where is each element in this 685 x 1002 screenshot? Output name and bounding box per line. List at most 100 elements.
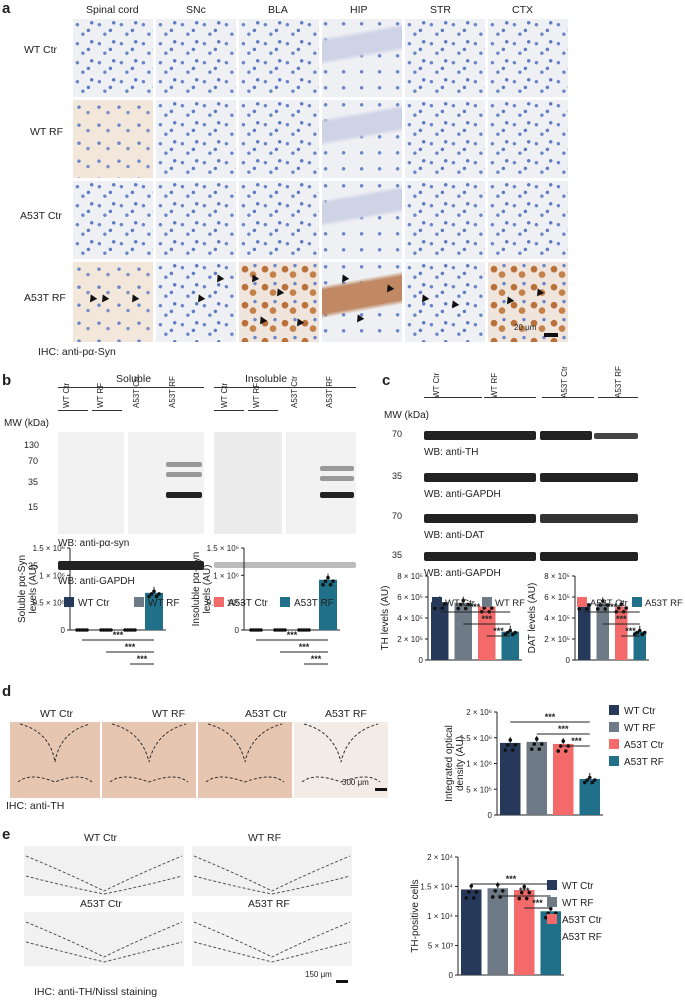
y-tick-label: 4 × 10⁵ [544, 614, 570, 623]
significance-label: *** [545, 712, 556, 722]
micrograph [321, 99, 403, 179]
y-tick-label: 0 [61, 626, 66, 635]
mw-marker: 70 [392, 511, 403, 521]
significance-label: *** [493, 626, 504, 636]
bar [500, 742, 521, 815]
y-tick-label: 8 × 10⁵ [544, 572, 570, 581]
data-point [532, 742, 537, 746]
divider [58, 387, 204, 388]
micrograph [404, 99, 486, 179]
data-point [505, 630, 510, 635]
y-axis-label: levels (AU) [28, 565, 39, 614]
data-point [128, 628, 132, 632]
legend-swatch [214, 597, 224, 607]
scale-bar [375, 788, 387, 791]
data-point [508, 628, 513, 633]
data-point [249, 628, 253, 632]
header-insoluble: Insoluble [245, 373, 288, 385]
y-tick-label: 1.5 × 10⁶ [460, 734, 492, 743]
micrograph [238, 261, 320, 343]
significance-label: *** [125, 642, 136, 652]
legend-swatch [547, 897, 557, 907]
y-axis-label: Soluble pα-Syn [17, 555, 28, 623]
significance-label: *** [137, 654, 148, 664]
wb-label: WB: anti-DAT [424, 530, 485, 541]
micrograph [155, 180, 237, 260]
wb-label: WB: anti-GAPDH [424, 489, 501, 500]
legend-swatch [134, 597, 144, 607]
data-point [616, 606, 621, 610]
data-point [603, 607, 608, 611]
legend-swatch [609, 722, 619, 732]
bar [596, 603, 609, 660]
y-tick-label: 5 × 10³ [428, 942, 453, 951]
legend-swatch [547, 914, 557, 924]
blot-band [424, 473, 536, 482]
data-point [590, 780, 595, 785]
column-label-ctx: CTX [512, 4, 533, 16]
bar [540, 911, 561, 975]
y-tick-label: 1 × 10⁴ [427, 912, 453, 921]
data-point [548, 906, 553, 911]
data-point [587, 775, 592, 780]
data-point [493, 889, 498, 893]
ihc-image [10, 722, 100, 798]
bar [633, 631, 646, 660]
blot-band [424, 431, 536, 440]
data-point [307, 628, 311, 632]
legend-label: WT Ctr [562, 881, 594, 892]
data-point [505, 743, 510, 747]
blot-band [594, 433, 638, 439]
wb-label: WB: anti-TH [424, 447, 479, 458]
data-point [442, 602, 447, 606]
significance-label: *** [311, 654, 322, 664]
scale-bar-label: 150 μm [305, 970, 332, 979]
legend-label: A53T RF [562, 932, 602, 943]
significance-label: *** [558, 724, 569, 734]
y-tick-label: 1.5 × 10⁶ [207, 544, 239, 553]
legend-swatch [609, 739, 619, 749]
micrograph [72, 18, 154, 98]
data-point [600, 599, 605, 603]
data-point [585, 778, 590, 782]
micrograph [238, 18, 320, 98]
data-point [101, 628, 106, 632]
bar [501, 631, 519, 660]
significance-label: *** [287, 630, 298, 640]
column-label-hip: HIP [350, 4, 368, 16]
data-point [130, 628, 135, 632]
blot-band [540, 473, 638, 482]
divider [424, 397, 482, 398]
data-point [522, 884, 527, 889]
data-point [77, 628, 82, 632]
legend-label: A53T Ctr [562, 915, 602, 926]
data-point [461, 598, 466, 603]
wb-label: WB: anti-GAPDH [58, 576, 135, 587]
mw-marker: 130 [24, 440, 40, 450]
nissl-image [24, 846, 184, 896]
legend-label: A53T RF [645, 598, 683, 609]
divider [598, 397, 638, 398]
data-point [85, 628, 89, 632]
data-point [640, 632, 645, 637]
significance-label: *** [506, 874, 517, 884]
data-point [469, 884, 474, 888]
mw-marker: 35 [28, 477, 39, 487]
scale-bar-label: 300 μm [342, 778, 369, 787]
data-point [432, 606, 437, 610]
data-point [595, 607, 600, 611]
data-point [283, 628, 287, 632]
bar [461, 889, 482, 975]
mw-marker: 35 [392, 550, 403, 560]
y-axis-label: levels (AU) [202, 565, 213, 614]
legend-swatch [64, 597, 74, 607]
data-point [527, 890, 532, 895]
caption-ihc-e: IHC: anti-TH/Nissl staining [34, 986, 158, 998]
row-label-wt-rf: WT RF [30, 126, 64, 138]
mw-marker: 35 [392, 471, 403, 481]
bar [553, 743, 574, 815]
micrograph [404, 18, 486, 98]
significance-label: *** [625, 626, 636, 636]
divider [542, 397, 594, 398]
data-point [558, 744, 563, 748]
